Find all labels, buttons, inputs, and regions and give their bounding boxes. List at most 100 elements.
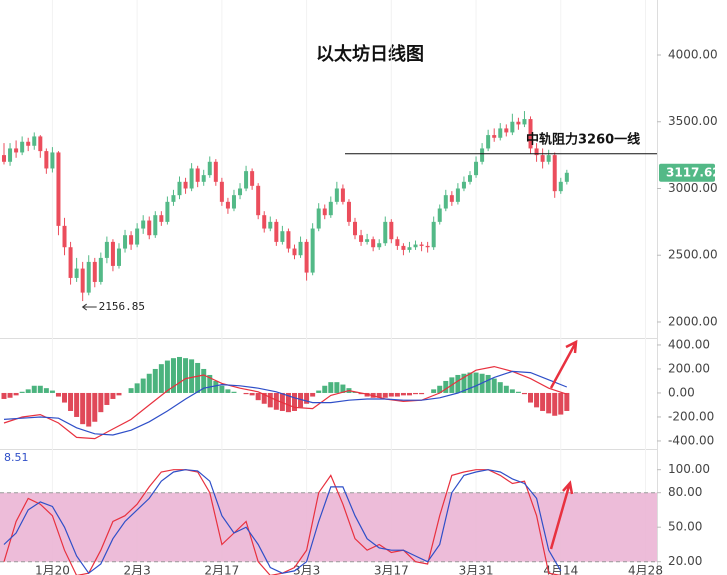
candle-body	[141, 220, 146, 229]
y-tick-label: 20.00	[668, 554, 702, 568]
candle-body	[298, 241, 303, 256]
candle-body	[334, 188, 339, 202]
candle-body	[98, 257, 103, 282]
histogram-bar	[285, 392, 291, 413]
histogram-bar	[134, 383, 140, 393]
histogram-bar	[207, 374, 213, 393]
y-tick-label: 200.00	[668, 361, 710, 375]
candle-body	[437, 208, 442, 222]
candle-body	[62, 225, 67, 248]
histogram-bar	[201, 368, 207, 393]
histogram-bar	[170, 358, 176, 393]
histogram-bar	[43, 388, 49, 393]
candle-body	[564, 172, 569, 182]
candle-body	[74, 268, 79, 278]
histogram-bar	[158, 364, 164, 393]
candle-body	[256, 185, 261, 216]
candle-body	[534, 148, 539, 156]
histogram-bar	[231, 391, 237, 393]
histogram-bar	[1, 392, 7, 399]
histogram-bar	[13, 392, 19, 396]
candle-body	[322, 208, 327, 216]
candle-body	[510, 121, 515, 133]
histogram-bar	[92, 392, 98, 422]
candle-body	[147, 220, 152, 236]
indicator-line	[3, 365, 567, 440]
candle-body	[552, 155, 557, 192]
histogram-bar	[189, 359, 195, 393]
candle-body	[286, 231, 291, 249]
histogram-bar	[279, 392, 285, 411]
candle-body	[165, 201, 170, 222]
candle-body	[359, 235, 364, 242]
histogram-bar	[376, 392, 382, 398]
histogram-bar	[558, 392, 564, 415]
candle-body	[474, 161, 479, 176]
histogram-bar	[467, 372, 473, 393]
candle-body	[304, 241, 309, 273]
candle-body	[244, 171, 249, 189]
y-tick-label: 2500.00	[668, 248, 718, 262]
candle-body	[280, 231, 285, 242]
candle-body	[129, 235, 134, 245]
y-tick-label: 100.00	[668, 462, 710, 476]
candle-body	[449, 195, 454, 202]
candle-body	[159, 215, 164, 222]
candle-body	[383, 221, 388, 244]
histogram-bar	[328, 382, 334, 393]
y-tick-label: 3000.00	[668, 181, 718, 195]
histogram-bar	[503, 385, 509, 393]
x-tick-label: 3月3	[293, 564, 320, 575]
candle-body	[38, 136, 43, 152]
candle-body	[353, 221, 358, 236]
candle-body	[558, 181, 563, 192]
histogram-bar	[406, 392, 412, 396]
candle-body	[50, 152, 55, 169]
histogram-bar	[552, 392, 558, 416]
candle-body	[419, 244, 424, 246]
candle-body	[153, 215, 158, 236]
indicator-line	[3, 370, 568, 436]
histogram-bar	[86, 392, 92, 427]
candle-body	[395, 239, 400, 246]
candle-body	[32, 136, 37, 146]
histogram-bar	[394, 392, 400, 397]
candle-body	[492, 135, 497, 138]
candle-body	[425, 245, 430, 248]
histogram-bar	[213, 380, 219, 393]
candle-body	[528, 119, 533, 149]
histogram-bar	[304, 392, 310, 404]
candle-body	[461, 181, 466, 189]
candle-body	[86, 261, 91, 293]
histogram-bar	[437, 385, 443, 393]
candle-body	[201, 175, 206, 182]
candle-body	[455, 188, 460, 202]
candle-body	[316, 208, 321, 229]
histogram-bar	[80, 392, 86, 425]
histogram-bar	[183, 358, 189, 393]
candle-body	[110, 241, 115, 266]
histogram-bar	[491, 378, 497, 393]
candle-body	[213, 161, 218, 182]
histogram-bar	[443, 380, 449, 393]
arrow-annotation	[549, 480, 574, 550]
candle-body	[68, 247, 73, 278]
candle-body	[250, 171, 255, 186]
candle-body	[328, 201, 333, 216]
y-tick-label: 3500.00	[668, 114, 718, 128]
histogram-bar	[534, 392, 540, 408]
candle-body	[413, 244, 418, 248]
histogram-bar	[334, 382, 340, 393]
histogram-bar	[291, 392, 297, 411]
histogram-bar	[564, 392, 570, 411]
candle-body	[219, 181, 224, 202]
histogram-bar	[388, 392, 394, 397]
x-tick-label: 2月17	[204, 564, 239, 575]
histogram-bar	[546, 392, 552, 414]
candle-body	[377, 243, 382, 248]
candle-body	[231, 195, 236, 209]
candle-body	[238, 188, 243, 196]
